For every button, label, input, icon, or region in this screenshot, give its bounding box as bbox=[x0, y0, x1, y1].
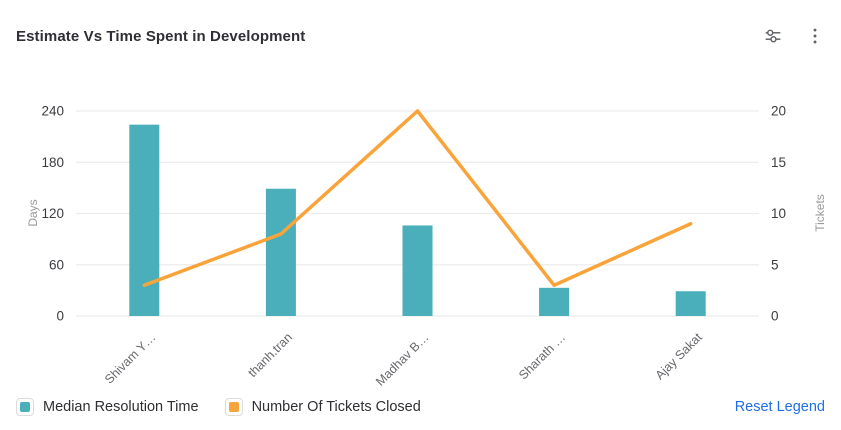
x-axis-label: Shivam Y… bbox=[102, 330, 158, 386]
legend-swatch bbox=[16, 398, 34, 416]
bar-1[interactable] bbox=[129, 124, 160, 317]
right-axis-tick-label: 0 bbox=[771, 309, 779, 324]
card-header: Estimate Vs Time Spent in Development bbox=[16, 24, 827, 48]
combo-chart: 0 0 60 5 120 10 180 15 240 20 Days Tickets Shivam Y…… bbox=[26, 104, 827, 389]
x-axis-label: Madhav B… bbox=[373, 330, 432, 389]
bar-3[interactable] bbox=[402, 225, 433, 316]
x-axis-label: Ajay Sakat bbox=[653, 330, 706, 383]
chart-area: 0 0 60 5 120 10 180 15 240 20 Days Tickets Shivam Y…… bbox=[0, 60, 841, 390]
legend-label: Median Resolution Time bbox=[43, 399, 199, 415]
left-axis-title: Days bbox=[26, 199, 40, 226]
line-series[interactable] bbox=[142, 109, 693, 287]
legend-swatch bbox=[224, 398, 243, 416]
legend-label: Number Of Tickets Closed bbox=[251, 399, 421, 415]
legend-item[interactable]: Number Of Tickets Closed bbox=[224, 398, 421, 416]
left-axis-tick-label: 120 bbox=[41, 206, 64, 221]
right-axis-tick-label: 5 bbox=[771, 257, 779, 272]
left-axis-tick-label: 240 bbox=[41, 104, 64, 119]
reset-legend-link[interactable]: Reset Legend bbox=[734, 399, 825, 415]
x-axis-label: thanh.tran bbox=[245, 330, 295, 380]
left-axis-tick-label: 60 bbox=[49, 257, 64, 272]
left-axis-tick-label: 180 bbox=[41, 155, 64, 170]
bar-4[interactable] bbox=[539, 287, 570, 316]
left-axis-tick-label: 0 bbox=[56, 309, 64, 324]
right-axis-tick-label: 20 bbox=[771, 104, 786, 119]
bar-2[interactable] bbox=[265, 188, 296, 316]
chart-legend: Median Resolution Time Number Of Tickets … bbox=[16, 398, 421, 416]
filter-sliders-icon[interactable] bbox=[761, 24, 785, 48]
more-menu-icon[interactable] bbox=[803, 24, 827, 48]
right-axis-title: Tickets bbox=[813, 194, 827, 232]
card-footer: Median Resolution Time Number Of Tickets … bbox=[16, 398, 825, 416]
x-axis-label: Sharath … bbox=[516, 330, 568, 382]
bar-5[interactable] bbox=[675, 291, 706, 316]
legend-item[interactable]: Median Resolution Time bbox=[16, 398, 199, 416]
right-axis-tick-label: 15 bbox=[771, 155, 786, 170]
right-axis-tick-label: 10 bbox=[771, 206, 786, 221]
header-actions bbox=[761, 24, 827, 48]
chart-title: Estimate Vs Time Spent in Development bbox=[16, 27, 306, 45]
